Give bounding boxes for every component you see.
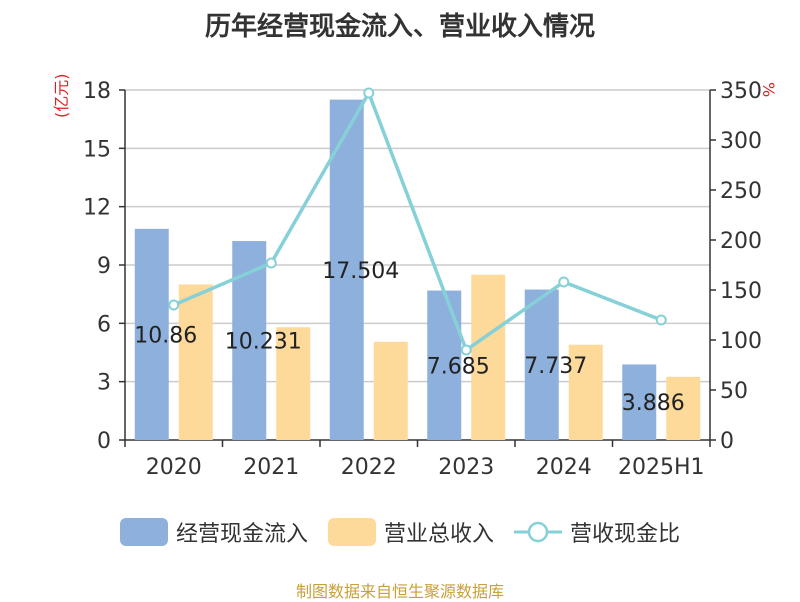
- left-axis-tick-label: 18: [83, 79, 111, 104]
- data-label-cash-inflow: 17.504: [322, 259, 399, 284]
- legend-swatch-revenue: [327, 518, 376, 546]
- bar-cash-inflow: [524, 289, 559, 440]
- legend-item-cash-inflow[interactable]: 经营现金流入: [119, 516, 308, 548]
- bar-cash-inflow: [427, 290, 462, 440]
- legend: 经营现金流入 营业总收入 营收现金比: [0, 516, 800, 548]
- x-axis-tick-label: 2020: [146, 455, 202, 480]
- x-axis-tick-label: 2025H1: [618, 455, 705, 480]
- right-axis-tick-label: 300: [720, 129, 762, 154]
- right-axis-tick-label: 100: [720, 329, 762, 354]
- point-ratio: [460, 344, 472, 356]
- right-axis-tick-label: 50: [720, 379, 748, 404]
- right-axis-tick-label: 200: [720, 229, 762, 254]
- data-label-cash-inflow: 7.685: [427, 354, 490, 379]
- legend-label-ratio: 营收现金比: [570, 522, 681, 547]
- legend-item-revenue[interactable]: 营业总收入: [327, 516, 494, 548]
- legend-label-cash-inflow: 经营现金流入: [175, 522, 308, 547]
- left-axis-tick-label: 6: [97, 312, 111, 337]
- line-ratio: [173, 88, 662, 353]
- data-label-cash-inflow: 3.886: [622, 391, 685, 416]
- bar-revenue: [471, 274, 506, 440]
- data-label-cash-inflow: 7.737: [524, 354, 587, 379]
- bar-cash-inflow: [329, 99, 364, 441]
- bar-revenue: [276, 327, 311, 440]
- legend-swatch-cash-inflow: [119, 518, 168, 546]
- bar-cash-inflow: [134, 228, 169, 440]
- x-axis-tick-label: 2022: [341, 455, 397, 480]
- data-label-cash-inflow: 10.86: [134, 323, 197, 348]
- right-axis-tick-label: 0: [720, 429, 734, 454]
- point-ratio: [363, 87, 375, 99]
- x-axis-tick-label: 2021: [243, 455, 299, 480]
- bar-cash-inflow: [622, 364, 657, 440]
- x-axis-tick-label: 2023: [438, 455, 494, 480]
- left-axis-tick-label: 12: [83, 196, 111, 221]
- right-axis-tick-label: 350: [720, 79, 762, 104]
- source-footer: 制图数据来自恒生聚源数据库: [295, 582, 504, 601]
- right-axis-tick-label: 150: [720, 279, 762, 304]
- chart-title: 历年经营现金流入、营业收入情况: [204, 12, 595, 42]
- left-axis-tick-label: 15: [83, 137, 111, 162]
- legend-marker-ratio: [527, 521, 549, 543]
- point-ratio: [168, 299, 180, 311]
- data-label-cash-inflow: 10.231: [225, 330, 302, 355]
- bar-revenue: [666, 376, 701, 440]
- right-axis-tick-label: 250: [720, 179, 762, 204]
- bar-revenue: [178, 284, 213, 440]
- bar-revenue: [373, 341, 408, 440]
- legend-label-revenue: 营业总收入: [383, 522, 494, 547]
- left-axis-tick-label: 0: [97, 429, 111, 454]
- left-axis-tick-label: 9: [97, 254, 111, 279]
- left-axis-tick-label: 3: [97, 371, 111, 396]
- point-ratio: [265, 257, 277, 269]
- point-ratio: [655, 314, 667, 326]
- point-ratio: [558, 276, 570, 288]
- x-axis-tick-label: 2024: [536, 455, 592, 480]
- bar-revenue: [568, 344, 603, 440]
- legend-item-ratio[interactable]: 营收现金比: [514, 516, 680, 548]
- legend-swatch-ratio: [514, 521, 562, 543]
